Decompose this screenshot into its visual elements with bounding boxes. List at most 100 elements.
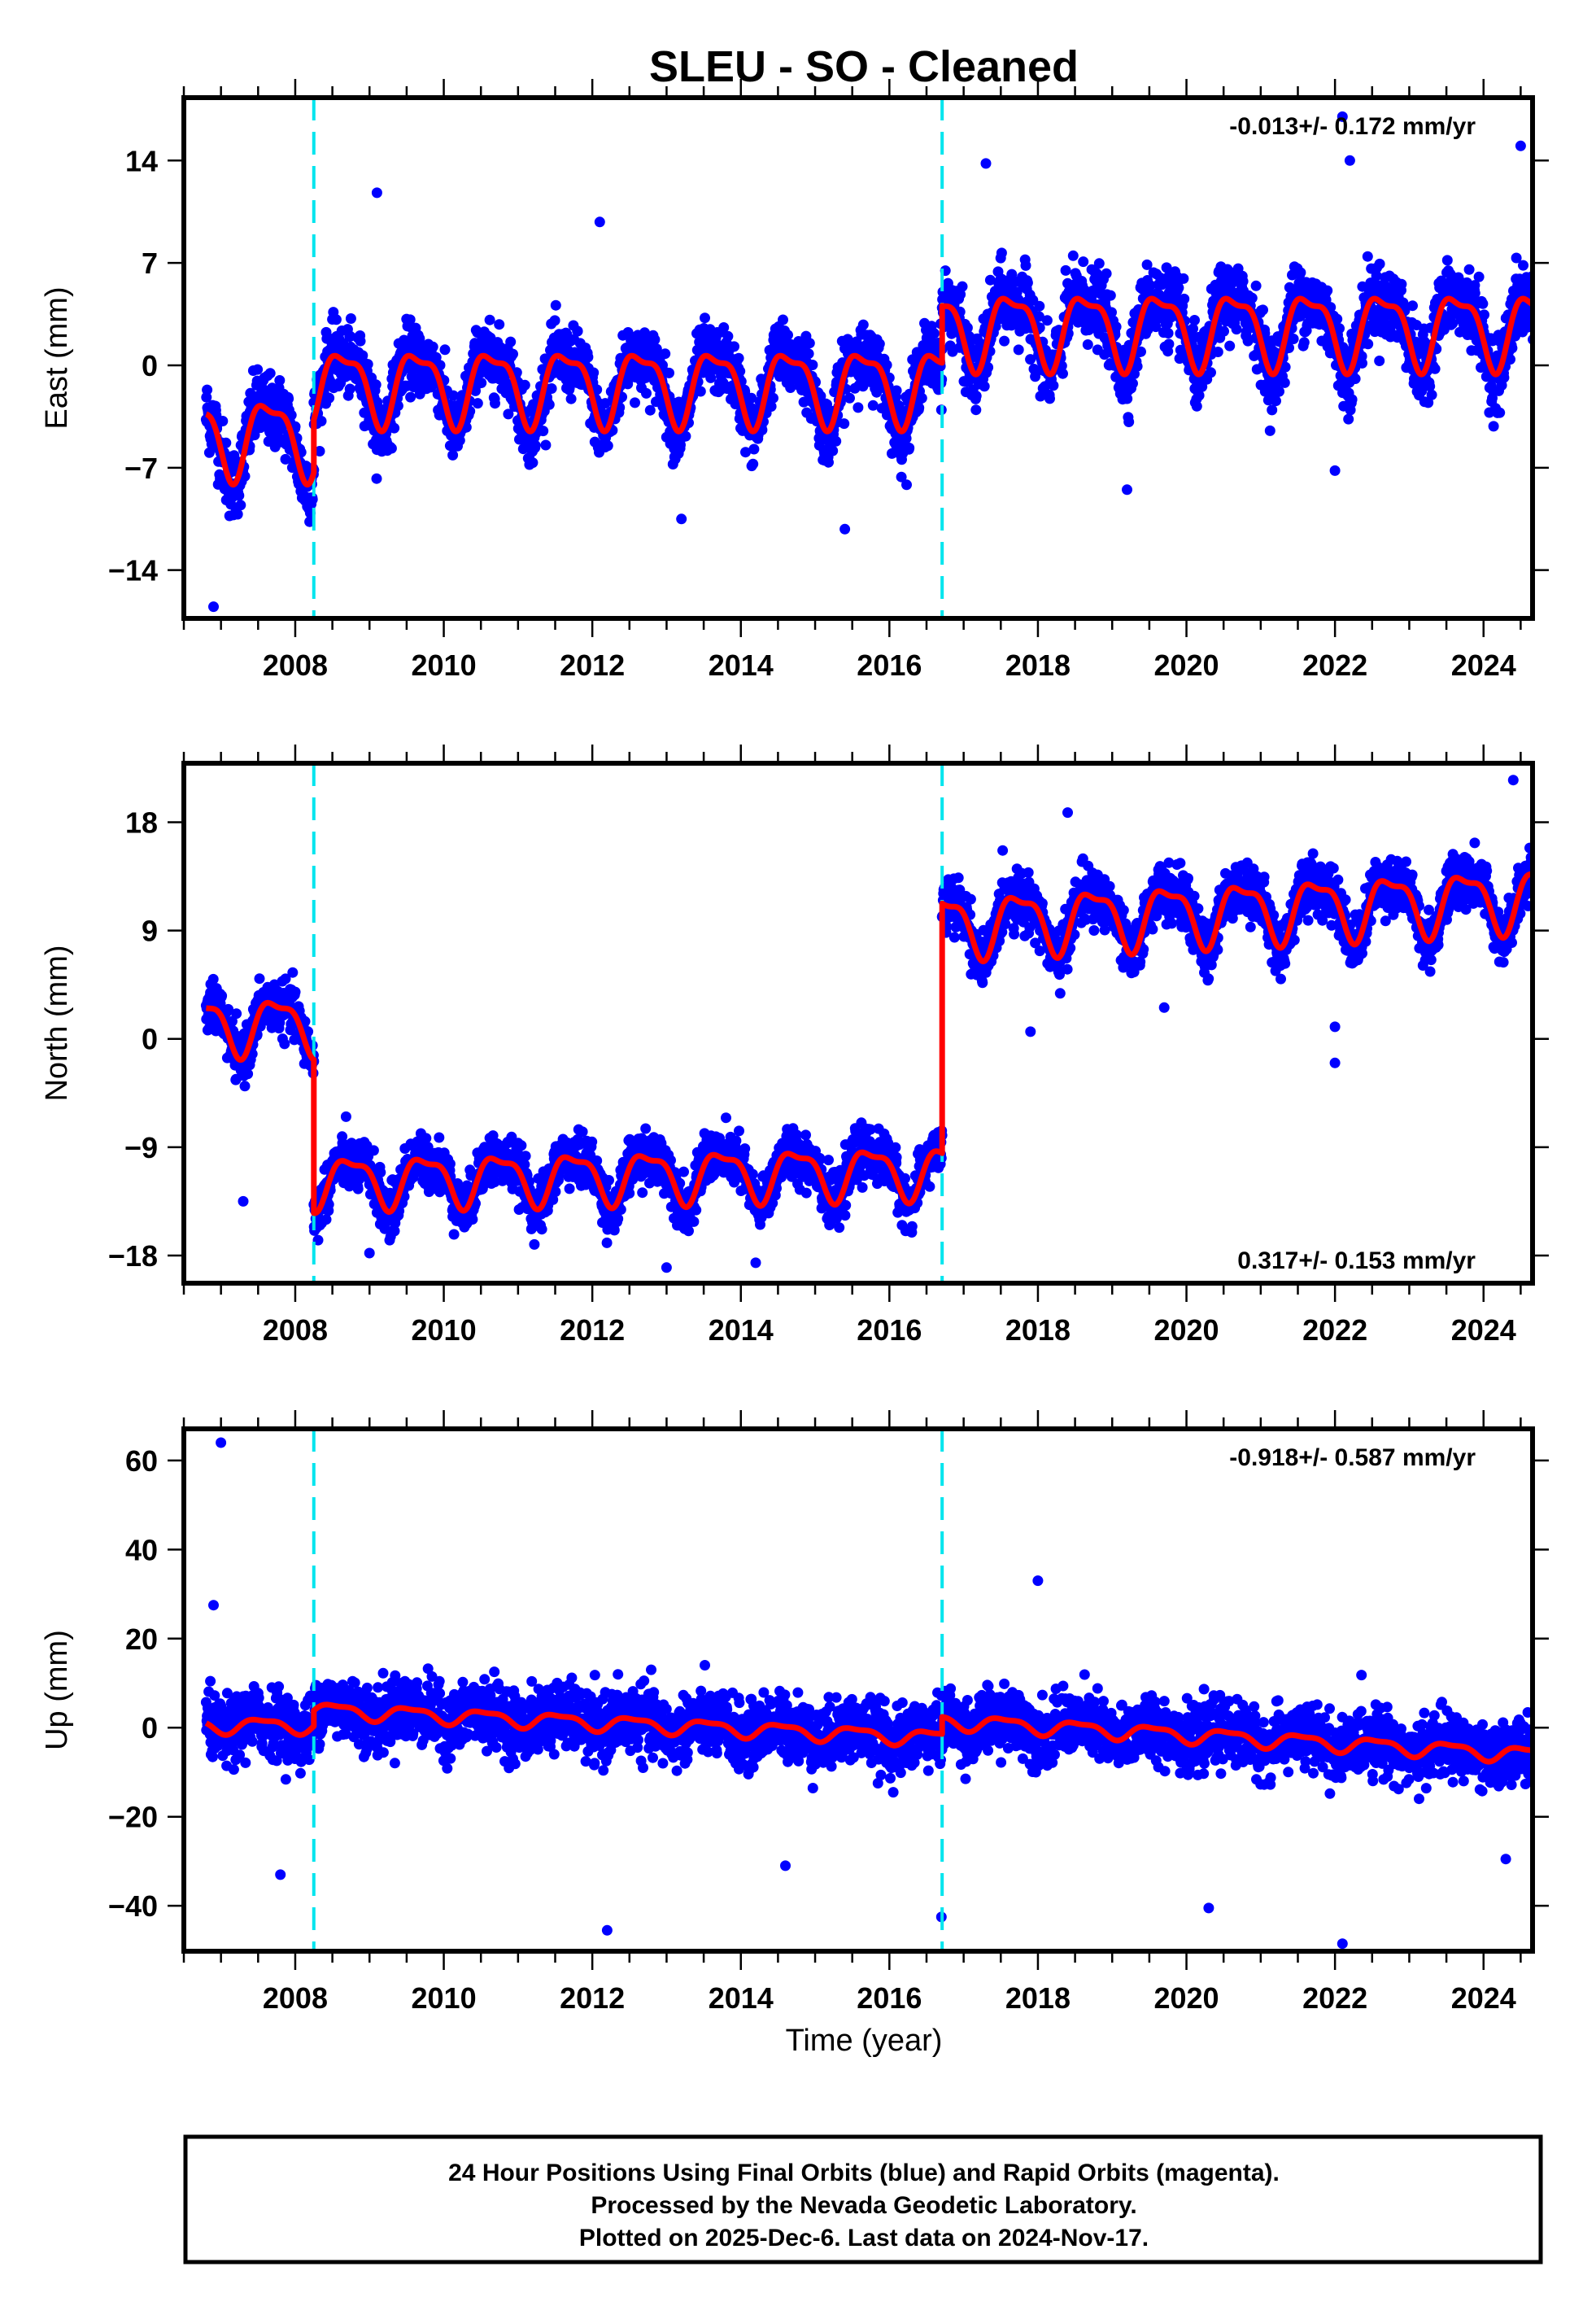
east-data-point — [891, 385, 902, 396]
east-data-point — [630, 397, 640, 408]
east-outlier-point — [208, 601, 219, 613]
east-data-point — [370, 379, 382, 391]
east-data-point — [1163, 338, 1175, 350]
east-data-point — [1488, 421, 1499, 432]
east-data-point — [1127, 378, 1138, 389]
east-data-point — [1463, 264, 1475, 275]
north-data-point — [368, 1145, 379, 1156]
east-data-point — [979, 381, 990, 392]
east-data-point — [1013, 344, 1024, 356]
east-data-point — [389, 422, 400, 434]
east-data-point — [1178, 273, 1189, 284]
east-data-point — [540, 439, 552, 451]
east-data-point — [508, 348, 518, 360]
east-data-point — [1179, 293, 1190, 304]
east-data-point — [1093, 258, 1105, 269]
east-data-point — [729, 341, 739, 352]
east-data-point — [434, 360, 446, 371]
east-data-point — [1288, 334, 1299, 344]
east-data-point — [1271, 395, 1281, 407]
east-data-point — [1540, 304, 1550, 314]
east-data-point — [1542, 273, 1553, 283]
east-outlier-point — [594, 216, 605, 228]
east-data-point — [680, 430, 691, 442]
east-x-tick-label: 2014 — [709, 649, 774, 682]
east-data-point — [344, 383, 355, 395]
chart-title: SLEU - SO - Cleaned — [649, 42, 1079, 91]
east-data-point — [307, 494, 318, 505]
east-data-point — [1537, 295, 1547, 305]
east-data-point — [1332, 313, 1343, 325]
east-data-point — [1534, 314, 1545, 325]
east-data-point — [591, 384, 603, 395]
east-panel: 2008 2010 2012 2014 2016 2018 2020 2022 20241470… — [40, 79, 1554, 682]
east-data-point — [550, 299, 561, 311]
east-data-point — [1533, 344, 1544, 355]
east-data-point — [527, 457, 539, 469]
east-y-tick-label: −7 — [124, 452, 158, 485]
east-data-point — [494, 319, 505, 330]
east-data-point — [1539, 313, 1550, 324]
east-data-point — [1426, 389, 1437, 400]
east-data-point — [1536, 314, 1546, 325]
east-data-point — [405, 391, 416, 403]
east-data-point — [582, 352, 594, 363]
east-data-point — [700, 312, 710, 324]
east-data-point — [1123, 417, 1135, 427]
north-data-point — [290, 986, 301, 998]
east-outlier-point — [676, 513, 687, 525]
east-data-point — [1343, 413, 1354, 425]
east-data-point — [783, 330, 793, 341]
east-data-point — [427, 341, 438, 352]
east-data-point — [1022, 277, 1033, 288]
east-data-point — [220, 437, 232, 448]
east-data-point — [722, 330, 734, 342]
east-data-point — [274, 375, 286, 386]
east-data-point — [664, 367, 674, 378]
east-data-point — [1067, 250, 1079, 261]
east-data-point — [778, 314, 788, 325]
east-data-point — [484, 314, 495, 325]
east-data-point — [1346, 394, 1358, 405]
east-data-point — [1542, 325, 1553, 335]
east-data-point — [1078, 256, 1089, 268]
north-data-point — [231, 1008, 242, 1020]
east-outlier-point — [1515, 140, 1526, 151]
east-outlier-point — [371, 187, 382, 199]
east-data-point — [602, 440, 613, 452]
east-data-point — [1479, 309, 1489, 321]
east-data-point — [1250, 280, 1262, 291]
east-data-point — [1101, 268, 1112, 279]
east-data-point — [1518, 260, 1528, 271]
north-data-point — [375, 1167, 386, 1178]
east-y-tick-label: 7 — [142, 247, 158, 280]
east-x-tick-label: 2020 — [1153, 649, 1219, 682]
east-data-point — [901, 479, 912, 491]
east-data-point — [827, 445, 839, 456]
east-data-point — [1034, 300, 1045, 312]
east-data-point — [748, 443, 760, 455]
east-data-point — [1543, 313, 1554, 324]
east-y-tick-label: 14 — [125, 144, 158, 177]
east-data-point — [735, 365, 746, 377]
east-data-point — [695, 386, 706, 397]
east-data-point — [1044, 393, 1055, 404]
east-data-point — [765, 401, 777, 412]
north-data-point — [434, 1132, 445, 1143]
east-data-point — [1246, 292, 1258, 304]
east-data-point — [280, 453, 291, 465]
east-data-point — [1469, 287, 1480, 299]
east-x-tick-label: 2024 — [1451, 649, 1516, 682]
east-data-point — [1258, 304, 1268, 316]
east-data-point — [286, 409, 297, 421]
east-data-point — [505, 336, 517, 347]
east-x-tick-label: 2016 — [857, 649, 922, 682]
east-data-point — [1538, 290, 1549, 301]
east-x-tick-label: 2012 — [560, 649, 625, 682]
north-data-point — [239, 1081, 251, 1092]
east-data-point — [519, 379, 530, 391]
east-data-point — [1189, 315, 1200, 325]
east-data-point — [1231, 324, 1242, 335]
east-data-point — [372, 396, 383, 408]
east-data-point — [1543, 312, 1554, 322]
